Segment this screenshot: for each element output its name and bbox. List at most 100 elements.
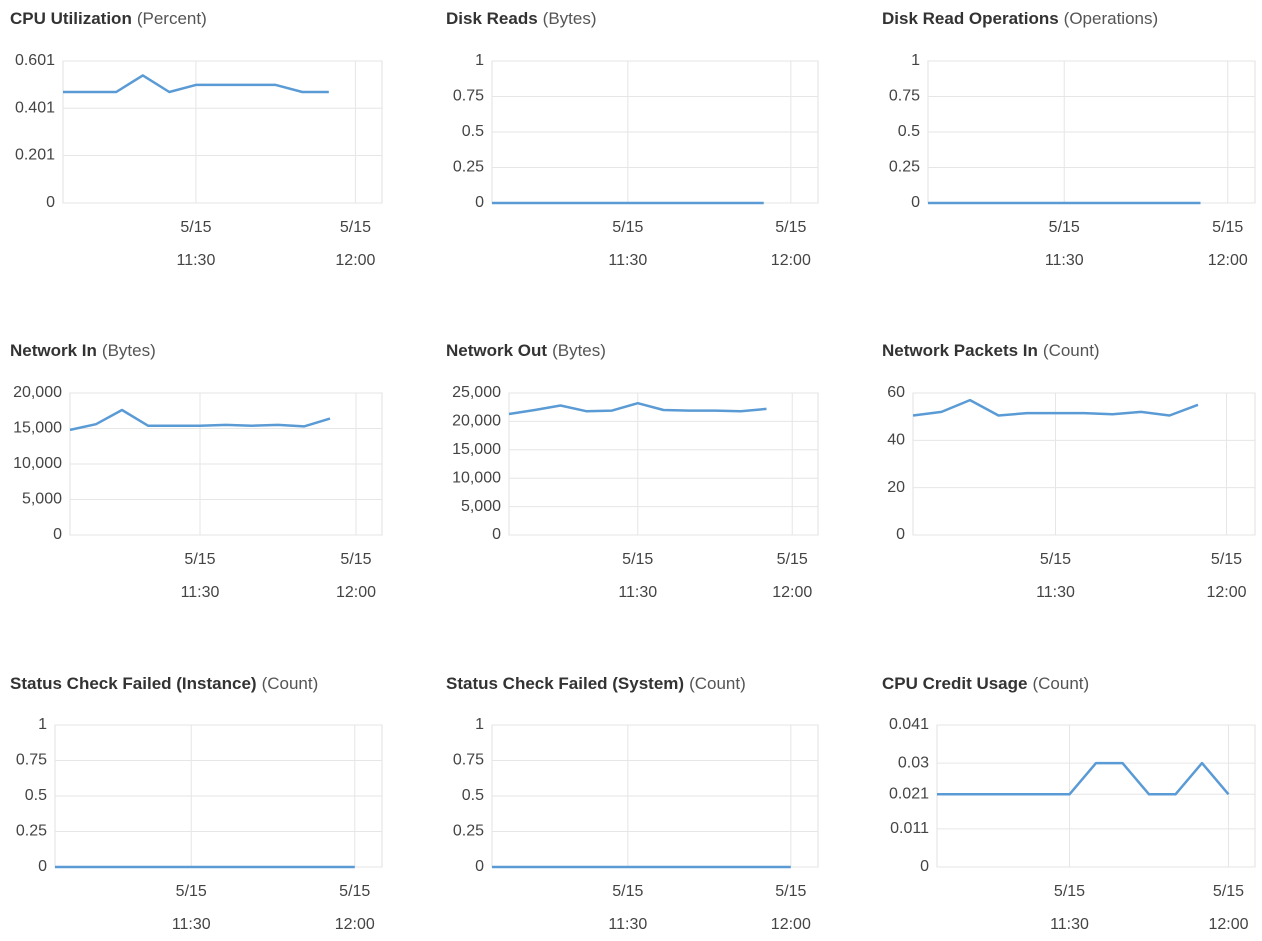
- x-tick-line: 11:30: [172, 916, 211, 933]
- chart-title: Status Check Failed (System) (Count): [446, 674, 746, 693]
- data-line: [508, 401, 767, 416]
- x-tick-label: 5/15 11:30: [1036, 551, 1075, 601]
- y-tick-label: 0.25: [889, 159, 920, 176]
- y-tick-label: 0.5: [25, 787, 47, 804]
- y-tick-label: 15,000: [13, 420, 62, 437]
- x-tick-line: 5/15: [1040, 551, 1071, 568]
- x-tick-line: 5/15: [184, 551, 215, 568]
- plot-frame: [508, 392, 819, 536]
- y-tick-label: 10,000: [452, 469, 501, 486]
- x-tick-label: 5/15 12:00: [1208, 883, 1248, 933]
- x-tick-line: 5/15: [775, 219, 806, 236]
- x-tick-line: 5/15: [1054, 883, 1085, 900]
- y-tick-label: 0.201: [15, 147, 55, 164]
- y-tick-label: 0.5: [462, 787, 484, 804]
- y-tick-label: 1: [475, 52, 484, 69]
- y-tick-label: 0: [911, 194, 920, 211]
- x-tick-line: 5/15: [340, 551, 371, 568]
- title-text: Disk Read Operations: [882, 9, 1059, 28]
- x-tick-line: 12:00: [1206, 584, 1246, 601]
- x-tick-line: 5/15: [340, 219, 371, 236]
- x-tick-line: 11:30: [608, 252, 647, 269]
- title-text: CPU Utilization: [10, 9, 132, 28]
- x-tick-label: 5/15 12:00: [336, 551, 376, 601]
- data-line: [69, 408, 331, 432]
- y-tick-label: 10,000: [13, 455, 62, 472]
- x-tick-line: 5/15: [775, 883, 806, 900]
- title-text: CPU Credit Usage: [882, 674, 1027, 693]
- x-tick-line: 5/15: [612, 883, 643, 900]
- x-tick-line: 12:00: [335, 916, 375, 933]
- y-tick-label: 0.75: [453, 752, 484, 769]
- x-tick-label: 5/15 11:30: [608, 883, 647, 933]
- y-tick-label: 0: [46, 194, 55, 211]
- chart-panel: Status Check Failed (System) (Count) 0 0.25…: [446, 674, 819, 933]
- chart-panel: Network Out (Bytes) 0 5,000 10,000 15,000 20,0…: [446, 341, 819, 601]
- y-tick-label: 1: [911, 52, 920, 69]
- x-tick-label: 5/15 12:00: [335, 883, 375, 933]
- y-tick-label: 0: [475, 858, 484, 875]
- title-unit: (Count): [689, 674, 746, 693]
- x-tick-label: 5/15 12:00: [1206, 551, 1246, 601]
- chart-title: Disk Read Operations (Operations): [882, 9, 1158, 28]
- data-line: [937, 761, 1230, 796]
- y-tick-label: 0: [53, 526, 62, 543]
- x-tick-label: 5/15 11:30: [1045, 219, 1084, 269]
- y-tick-label: 0.75: [889, 88, 920, 105]
- x-tick-line: 5/15: [1049, 219, 1080, 236]
- chart-title: Network Out (Bytes): [446, 341, 606, 360]
- x-tick-line: 12:00: [772, 584, 812, 601]
- title-unit: (Count): [262, 674, 319, 693]
- title-text: Network Packets In: [882, 341, 1038, 360]
- x-tick-line: 12:00: [1208, 916, 1248, 933]
- chart-panel: CPU Credit Usage (Count) 0 0.011 0.021 0.03 0.…: [882, 674, 1256, 933]
- y-tick-label: 0.75: [453, 88, 484, 105]
- y-tick-label: 5,000: [22, 491, 62, 508]
- y-tick-label: 0: [38, 858, 47, 875]
- x-tick-label: 5/15 11:30: [608, 219, 647, 269]
- x-tick-line: 5/15: [339, 883, 370, 900]
- title-unit: (Operations): [1064, 9, 1158, 28]
- y-tick-label: 40: [887, 432, 905, 449]
- y-tick-label: 0.601: [15, 52, 55, 69]
- title-unit: (Count): [1032, 674, 1089, 693]
- x-tick-label: 5/15 11:30: [181, 551, 220, 601]
- x-tick-label: 5/15 11:30: [618, 551, 657, 601]
- chart-panel: CPU Utilization (Percent) 0 0.201 0.401 0.601…: [10, 9, 383, 269]
- x-tick-label: 5/15 11:30: [172, 883, 211, 933]
- y-tick-label: 15,000: [452, 441, 501, 458]
- x-tick-line: 11:30: [176, 252, 215, 269]
- chart-panel: Status Check Failed (Instance) (Count) 0 0.…: [10, 674, 383, 933]
- title-text: Network In: [10, 341, 97, 360]
- y-tick-label: 0: [920, 858, 929, 875]
- y-tick-label: 20,000: [452, 413, 501, 430]
- y-tick-label: 1: [38, 716, 47, 733]
- y-tick-label: 0.011: [890, 820, 929, 837]
- data-line: [912, 398, 1199, 417]
- x-tick-line: 12:00: [771, 252, 811, 269]
- x-tick-line: 11:30: [608, 916, 647, 933]
- y-tick-label: 0.5: [462, 123, 484, 140]
- title-unit: (Bytes): [543, 9, 597, 28]
- data-line: [63, 74, 329, 94]
- x-tick-line: 5/15: [777, 551, 808, 568]
- y-tick-label: 0.25: [453, 159, 484, 176]
- title-unit: (Percent): [137, 9, 207, 28]
- x-tick-line: 11:30: [1045, 252, 1084, 269]
- title-text: Status Check Failed (System): [446, 674, 684, 693]
- y-tick-label: 0.03: [898, 754, 929, 771]
- chart-title: CPU Credit Usage (Count): [882, 674, 1089, 693]
- x-tick-line: 11:30: [1050, 916, 1089, 933]
- y-tick-label: 0: [492, 526, 501, 543]
- title-text: Disk Reads: [446, 9, 538, 28]
- title-unit: (Bytes): [552, 341, 606, 360]
- y-tick-label: 1: [475, 716, 484, 733]
- x-tick-label: 5/15 11:30: [1050, 883, 1089, 933]
- x-tick-line: 11:30: [1036, 584, 1075, 601]
- x-tick-line: 11:30: [618, 584, 657, 601]
- x-tick-line: 5/15: [1211, 551, 1242, 568]
- plot-frame: [936, 724, 1256, 868]
- x-tick-line: 12:00: [335, 252, 375, 269]
